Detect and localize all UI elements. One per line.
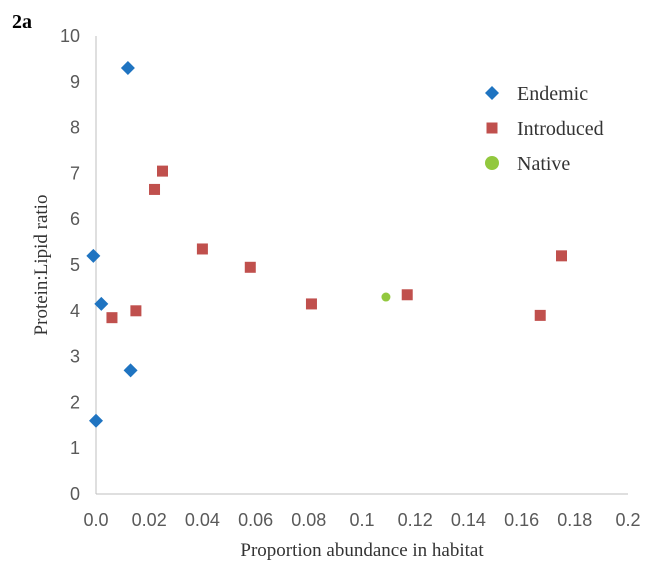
y-tick-label: 5: [70, 255, 80, 275]
introduced-point: [130, 305, 142, 317]
y-tick-label: 8: [70, 118, 80, 138]
endemic-point: [94, 296, 109, 311]
x-tick-label: 0.1: [349, 510, 374, 530]
x-tick-labels: 0.0 0.02 0.04 0.06 0.08 0.1 0.12 0.14 0.16 0.18 0.…: [83, 510, 640, 530]
legend-endemic-marker: [485, 86, 499, 100]
x-tick-label: 0.06: [238, 510, 273, 530]
introduced-point: [556, 250, 567, 262]
panel-label: 2a: [12, 11, 32, 33]
x-tick-label: 0.12: [398, 510, 433, 530]
introduced-point: [244, 261, 256, 273]
introduced-point: [401, 289, 413, 301]
y-tick-label: 10: [60, 26, 80, 46]
x-axis-title: Proportion abundance in habitat: [240, 540, 484, 561]
legend-introduced-marker: [486, 122, 498, 134]
y-tick-label: 7: [70, 163, 80, 183]
y-tick-label: 6: [70, 209, 80, 229]
legend-native-marker: [485, 156, 499, 170]
y-tick-label: 3: [70, 347, 80, 367]
x-tick-label: 0.18: [557, 510, 592, 530]
y-axis-title: Protein:Lipid ratio: [31, 195, 52, 336]
native-point: [381, 292, 391, 302]
x-tick-label: 0.02: [132, 510, 167, 530]
introduced-point: [149, 183, 161, 195]
x-tick-label: 0.04: [185, 510, 220, 530]
introduced-point: [157, 165, 168, 177]
x-tick-label: 0.2: [615, 510, 640, 530]
endemic-point: [123, 363, 138, 378]
x-tick-label: 0.08: [291, 510, 326, 530]
x-tick-label: 0.16: [504, 510, 539, 530]
legend-native-label: Native: [517, 153, 570, 175]
y-tick-label: 4: [70, 301, 80, 321]
legend-introduced-label: Introduced: [517, 118, 604, 140]
introduced-point: [305, 298, 317, 310]
x-tick-label: 0.14: [451, 510, 486, 530]
y-tick-label: 0: [70, 484, 80, 504]
x-tick-label: 0.0: [83, 510, 108, 530]
y-tick-label: 2: [70, 392, 80, 412]
endemic-point: [120, 61, 135, 76]
endemic-point: [86, 248, 101, 263]
introduced-point: [534, 309, 546, 321]
data-points: [86, 61, 567, 428]
y-tick-label: 9: [70, 72, 80, 92]
endemic-point: [89, 413, 103, 428]
legend-endemic-label: Endemic: [517, 83, 588, 105]
legend: Endemic Introduced Native: [485, 83, 604, 175]
introduced-point: [196, 243, 208, 255]
introduced-point: [106, 312, 118, 324]
y-tick-labels: 0 1 2 3 4 5 6 7 8 9 10: [60, 26, 80, 504]
y-tick-label: 1: [70, 438, 80, 458]
